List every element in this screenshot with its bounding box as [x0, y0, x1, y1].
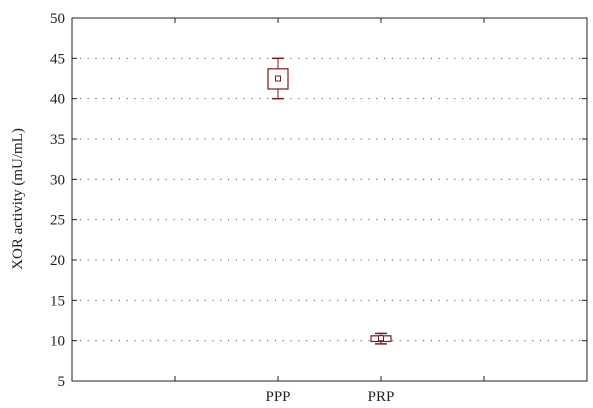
- x-axis-ticks: PPP PRP: [174, 18, 485, 405]
- y-tick-label-50: 50: [50, 11, 65, 27]
- grid-lines: [72, 57, 587, 342]
- y-tick-label-20: 20: [50, 253, 65, 269]
- median-marker-ppp: [275, 75, 281, 82]
- y-tick-label-35: 35: [50, 132, 65, 148]
- y-tick-label-40: 40: [50, 92, 65, 108]
- y-axis-label: XOR activity (mU/mL): [10, 128, 26, 270]
- y-tick-label-5: 5: [58, 374, 66, 390]
- y-axis-ticks: 5 10 15 20 25 30 35 40 45 50: [50, 11, 587, 390]
- y-tick-label-45: 45: [50, 51, 65, 67]
- y-tick-label-25: 25: [50, 213, 65, 229]
- y-tick-label-30: 30: [50, 172, 65, 188]
- x-tick-label-ppp: PPP: [265, 389, 290, 405]
- median-marker-prp: [378, 335, 384, 342]
- box-series: [267, 57, 392, 345]
- y-tick-label-10: 10: [50, 334, 65, 350]
- y-tick-label-15: 15: [50, 293, 65, 309]
- plot-frame: [71, 17, 588, 382]
- x-tick-label-prp: PRP: [368, 389, 395, 405]
